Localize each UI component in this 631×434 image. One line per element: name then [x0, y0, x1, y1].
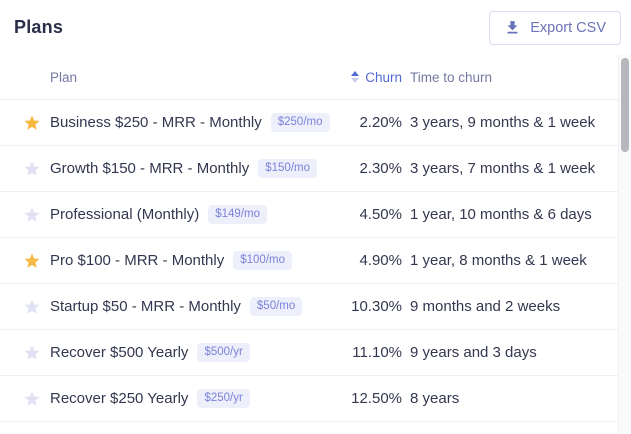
table-row[interactable]: Pro $100 - MRR - Monthly $100/mo 4.90% 1… — [0, 238, 618, 284]
churn-value: 12.50% — [351, 390, 402, 407]
time-to-churn-value: 1 year, 8 months & 1 week — [410, 252, 587, 269]
table-header: Plan Churn Time to churn — [0, 55, 618, 100]
churn-value: 2.30% — [359, 160, 402, 177]
table-row[interactable]: Recover $250 Yearly $250/yr 12.50% 8 yea… — [0, 376, 618, 422]
table-row[interactable]: Professional (Monthly) $149/mo 4.50% 1 y… — [0, 192, 618, 238]
column-header-churn-label: Churn — [365, 69, 402, 85]
sort-asc-icon — [351, 71, 360, 83]
page-header: Plans Export CSV — [0, 0, 631, 55]
table-body: Business $250 - MRR - Monthly $250/mo 2.… — [0, 100, 631, 422]
star-button[interactable] — [14, 252, 50, 270]
star-button[interactable] — [14, 160, 50, 178]
price-badge: $500/yr — [197, 342, 250, 363]
table-row[interactable]: Recover $500 Yearly $500/yr 11.10% 9 yea… — [0, 330, 618, 376]
price-badge: $150/mo — [258, 158, 317, 179]
plan-name: Recover $500 Yearly — [50, 344, 189, 361]
scrollbar-thumb[interactable] — [621, 58, 629, 152]
star-icon — [24, 345, 40, 360]
table-row[interactable]: Growth $150 - MRR - Monthly $150/mo 2.30… — [0, 146, 618, 192]
column-header-plan[interactable]: Plan — [50, 69, 78, 85]
time-to-churn-value: 3 years, 7 months & 1 week — [410, 160, 596, 177]
time-to-churn-value: 9 years and 3 days — [410, 344, 537, 361]
star-icon — [24, 391, 40, 406]
star-icon — [24, 115, 40, 130]
column-header-time-to-churn[interactable]: Time to churn — [410, 69, 493, 85]
export-csv-label: Export CSV — [530, 19, 606, 36]
churn-value: 4.50% — [359, 206, 402, 223]
plan-name: Startup $50 - MRR - Monthly — [50, 298, 241, 315]
table-row[interactable]: Business $250 - MRR - Monthly $250/mo 2.… — [0, 100, 618, 146]
plan-name: Professional (Monthly) — [50, 206, 200, 223]
star-icon — [24, 161, 40, 176]
churn-value: 10.30% — [351, 298, 402, 315]
time-to-churn-value: 1 year, 10 months & 6 days — [410, 206, 592, 223]
scrollbar-track[interactable] — [618, 55, 631, 434]
page-title: Plans — [14, 17, 64, 37]
plan-name: Business $250 - MRR - Monthly — [50, 114, 262, 131]
column-header-churn[interactable]: Churn — [312, 70, 402, 85]
time-to-churn-value: 9 months and 2 weeks — [410, 298, 561, 315]
churn-value: 2.20% — [359, 114, 402, 131]
price-badge: $149/mo — [208, 204, 267, 225]
star-icon — [24, 299, 40, 314]
time-to-churn-value: 3 years, 9 months & 1 week — [410, 114, 596, 131]
star-button[interactable] — [14, 298, 50, 316]
plan-name: Pro $100 - MRR - Monthly — [50, 252, 225, 269]
table-row[interactable]: Startup $50 - MRR - Monthly $50/mo 10.30… — [0, 284, 618, 330]
price-badge: $100/mo — [233, 250, 292, 271]
star-icon — [24, 207, 40, 222]
churn-value: 11.10% — [352, 344, 402, 361]
churn-value: 4.90% — [359, 252, 402, 269]
plan-name: Recover $250 Yearly — [50, 390, 189, 407]
price-badge: $250/mo — [270, 112, 330, 133]
star-button[interactable] — [14, 344, 50, 362]
star-button[interactable] — [14, 206, 50, 224]
star-button[interactable] — [14, 114, 50, 132]
plan-name: Growth $150 - MRR - Monthly — [50, 160, 250, 177]
download-icon — [507, 21, 518, 34]
star-button[interactable] — [14, 390, 50, 408]
star-icon — [24, 253, 40, 268]
export-csv-button[interactable]: Export CSV — [489, 10, 621, 45]
time-to-churn-value: 8 years — [410, 390, 460, 407]
price-badge: $50/mo — [249, 296, 303, 317]
price-badge: $250/yr — [197, 388, 250, 409]
